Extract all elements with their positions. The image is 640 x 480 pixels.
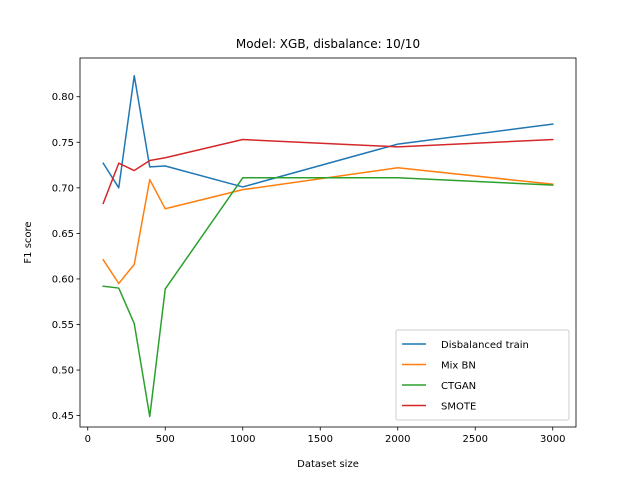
plot-lines — [102, 75, 554, 418]
legend-label-disbalanced-train: Disbalanced train — [441, 340, 529, 351]
x-tick-label: 2500 — [463, 434, 488, 445]
chart-title: Model: XGB, disbalance: 10/10 — [236, 37, 420, 51]
legend-label-mix-bn: Mix BN — [441, 361, 476, 372]
y-tick-label: 0.65 — [52, 229, 74, 240]
y-tick-label: 0.75 — [52, 138, 74, 149]
x-tick-label: 2000 — [385, 434, 410, 445]
series-line-smote — [102, 138, 554, 205]
y-axis-label: F1 score — [23, 221, 34, 263]
legend: Disbalanced train Mix BN CTGAN SMOTE — [395, 329, 570, 421]
y-tick-label: 0.50 — [52, 366, 74, 377]
x-axis-label: Dataset size — [297, 459, 359, 470]
y-tick-label: 0.55 — [52, 320, 74, 331]
y-tick-label: 0.60 — [52, 274, 74, 285]
x-tick-label: 1000 — [230, 434, 255, 445]
legend-label-ctgan: CTGAN — [441, 381, 476, 392]
x-axis-ticks: 0 500 1000 1500 2000 2500 3000 — [85, 427, 565, 445]
series-line-mix-bn — [102, 167, 554, 285]
y-tick-label: 0.70 — [52, 183, 74, 194]
x-tick-label: 1500 — [308, 434, 333, 445]
y-axis-ticks: 0.45 0.50 0.55 0.60 0.65 0.70 0.75 0.80 — [52, 92, 80, 422]
x-tick-label: 0 — [85, 434, 91, 445]
x-tick-label: 3000 — [540, 434, 565, 445]
y-tick-label: 0.80 — [52, 92, 74, 103]
x-tick-label: 500 — [156, 434, 175, 445]
legend-box — [395, 329, 570, 421]
y-tick-label: 0.45 — [52, 411, 74, 422]
series-line-ctgan — [102, 177, 554, 418]
series-line-disbalanced-train — [102, 75, 554, 189]
plot-frame — [79, 57, 577, 428]
legend-label-smote: SMOTE — [441, 402, 476, 413]
